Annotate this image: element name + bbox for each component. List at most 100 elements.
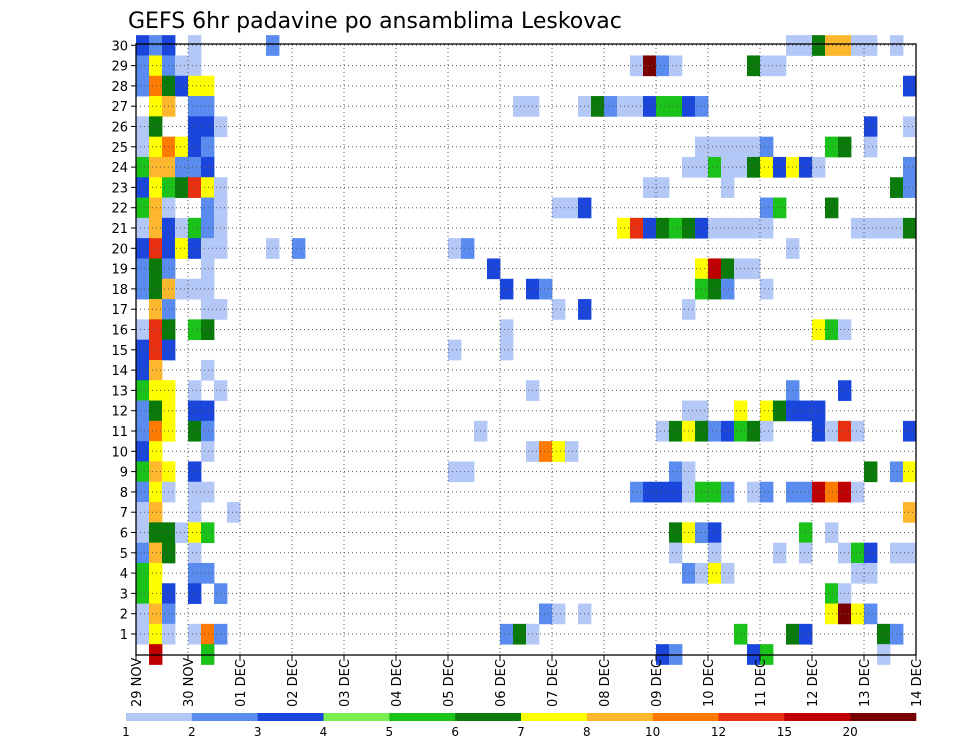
heatmap-cell (552, 441, 566, 462)
heatmap-cell (721, 217, 735, 239)
heatmap-cell (188, 136, 202, 158)
heatmap-cell (136, 542, 150, 564)
legend-swatch (784, 713, 851, 721)
heatmap-cell (656, 96, 670, 117)
heatmap-cell (565, 197, 579, 219)
y-tick-label: 22 (111, 202, 128, 217)
heatmap-cell (513, 623, 527, 645)
heatmap-cell (149, 481, 163, 503)
y-tick-label: 19 (111, 263, 128, 278)
heatmap-cell (201, 136, 215, 158)
heatmap-cell (188, 156, 202, 178)
heatmap-cell (695, 562, 709, 584)
heatmap-cell (201, 116, 215, 138)
chart-title: GEFS 6hr padavine po ansamblima Leskovac (128, 9, 622, 34)
heatmap-cell (760, 55, 774, 77)
y-axis: 1234567891011121314151617181920212223242… (111, 39, 136, 643)
heatmap-cell (513, 96, 527, 117)
heatmap-cell (136, 35, 150, 56)
heatmap-cell (149, 197, 163, 219)
heatmap-cell (903, 116, 917, 138)
heatmap-cell (500, 319, 514, 341)
x-tick-label: 07 DEC (546, 659, 561, 707)
heatmap-cell (877, 217, 891, 239)
heatmap-cell (149, 461, 163, 483)
legend-swatch (191, 713, 258, 721)
heatmap-cell (851, 542, 865, 564)
heatmap-cell (201, 562, 215, 584)
heatmap-cell (201, 522, 215, 544)
y-tick-label: 11 (111, 425, 128, 440)
heatmap-cell (747, 156, 761, 178)
heatmap-cell (448, 461, 462, 483)
heatmap-cell (175, 156, 189, 178)
heatmap-cell (500, 278, 514, 300)
heatmap-cell (825, 420, 839, 442)
heatmap-cell (903, 217, 917, 239)
heatmap-cell (201, 400, 215, 422)
heatmap-cell (773, 55, 787, 77)
heatmap-cell (201, 359, 215, 381)
heatmap-cell (656, 177, 670, 198)
heatmap-cell (188, 522, 202, 544)
heatmap-cell (461, 238, 475, 259)
heatmap-cell (136, 55, 150, 77)
heatmap-cell (643, 177, 657, 198)
x-tick-label: 30 NOV (182, 658, 197, 707)
heatmap-cell (656, 481, 670, 503)
heatmap-cell (903, 502, 917, 523)
heatmap-cell (149, 136, 163, 158)
legend-label: 2 (188, 725, 196, 739)
x-tick-label: 03 DEC (338, 659, 353, 707)
heatmap-cell (864, 217, 878, 239)
x-tick-label: 29 NOV (130, 658, 145, 707)
heatmap-cell (669, 420, 683, 442)
heatmap-cell (695, 156, 709, 178)
heatmap-cell (149, 380, 163, 401)
heatmap-cell (136, 603, 150, 625)
heatmap-cell (201, 75, 215, 97)
heatmap-cell (188, 400, 202, 422)
heatmap-cell (149, 116, 163, 138)
legend-label: 4 (320, 725, 328, 739)
heatmap-cell (812, 420, 826, 442)
legend-swatch (257, 713, 324, 721)
y-tick-label: 24 (111, 161, 128, 176)
heatmap-cell (149, 35, 163, 56)
heatmap-cell (201, 177, 215, 198)
legend-label: 5 (386, 725, 394, 739)
heatmap-cell (643, 96, 657, 117)
heatmap-cell (201, 96, 215, 117)
heatmap-cell (149, 359, 163, 381)
heatmap-cell (201, 197, 215, 219)
heatmap-cell (448, 339, 462, 361)
heatmap-cell (201, 299, 215, 320)
heatmap-cell (617, 96, 631, 117)
heatmap-cell (136, 562, 150, 584)
heatmap-cell (149, 522, 163, 544)
heatmap-cell (773, 197, 787, 219)
x-tick-label: 11 DEC (754, 659, 769, 707)
heatmap-cell (825, 35, 839, 56)
y-tick-label: 28 (111, 80, 128, 95)
heatmap-cell (708, 278, 722, 300)
heatmap-cell (708, 217, 722, 239)
y-tick-label: 8 (120, 486, 128, 501)
legend-label: 12 (711, 725, 726, 739)
heatmap-cell (721, 420, 735, 442)
legend-label: 6 (451, 725, 459, 739)
y-tick-label: 25 (111, 141, 128, 156)
heatmap-cell (552, 299, 566, 320)
legend-swatch (126, 713, 193, 721)
heatmap-cell (799, 542, 813, 564)
heatmap-cell (721, 258, 735, 280)
legend-swatch (455, 713, 522, 721)
heatmap-cell (552, 603, 566, 625)
heatmap-cell (136, 420, 150, 442)
heatmap-cell (292, 238, 306, 259)
heatmap-cell (201, 217, 215, 239)
heatmap-cell (617, 217, 631, 239)
heatmap-cell (851, 420, 865, 442)
heatmap-cell (136, 156, 150, 178)
heatmap-cell (175, 177, 189, 198)
